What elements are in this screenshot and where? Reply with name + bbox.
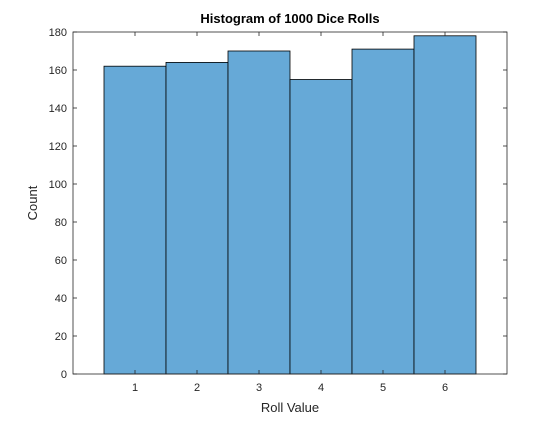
- x-tick-label: 1: [132, 382, 138, 394]
- y-tick-label: 100: [49, 179, 67, 191]
- x-axis-label: Roll Value: [261, 400, 319, 415]
- bar-1: [103, 65, 167, 375]
- y-axis-label: Count: [25, 185, 40, 220]
- x-tick-label: 2: [194, 382, 200, 394]
- bars-group: [103, 35, 477, 375]
- y-tick-label: 180: [49, 27, 67, 39]
- bar-3: [227, 50, 291, 375]
- y-tick-label: 160: [49, 65, 67, 77]
- x-axis-ticks: 1 2 3 4 5 6: [132, 32, 448, 394]
- y-tick-label: 60: [55, 255, 67, 267]
- y-tick-label: 120: [49, 141, 67, 153]
- y-tick-label: 40: [55, 293, 67, 305]
- chart-title: Histogram of 1000 Dice Rolls: [200, 11, 379, 26]
- bar-5: [351, 48, 415, 375]
- y-tick-label: 140: [49, 103, 67, 115]
- y-axis-ticks: 0 20 40 60 80 100 120 140 160 180: [49, 27, 507, 381]
- axes-box: [72, 31, 508, 375]
- x-tick-label: 5: [380, 382, 386, 394]
- y-tick-label: 0: [61, 369, 67, 381]
- y-tick-label: 80: [55, 217, 67, 229]
- y-tick-label: 20: [55, 331, 67, 343]
- x-tick-label: 3: [256, 382, 262, 394]
- axes-frame: [72, 31, 508, 375]
- bar-2: [165, 62, 229, 375]
- bar-4: [289, 79, 353, 375]
- bar-6: [413, 35, 477, 375]
- x-tick-label: 4: [318, 382, 324, 394]
- x-tick-label: 6: [442, 382, 448, 394]
